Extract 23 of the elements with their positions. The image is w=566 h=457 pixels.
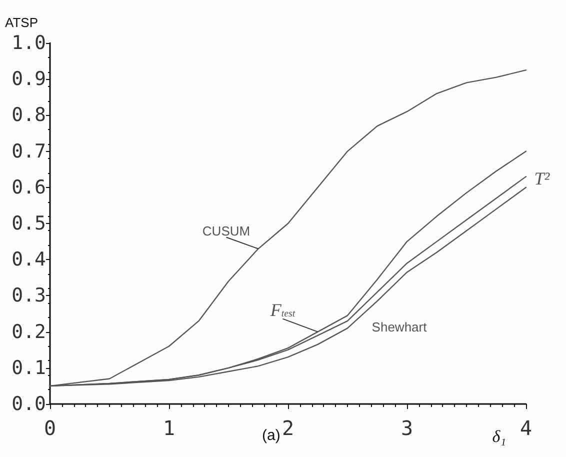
x-tick-label: 2 [282, 416, 294, 440]
y-tick-label: 0.3 [12, 284, 46, 307]
y-tick-label: 0.0 [12, 393, 46, 415]
y-tick-label: 0.6 [12, 176, 46, 198]
y-axis-title: ATSP [5, 15, 38, 30]
series-label: Shewhart [372, 320, 428, 335]
y-tick-label: 0.2 [12, 320, 46, 343]
x-tick-label: 0 [44, 416, 56, 440]
y-tick-label: 0.1 [12, 356, 46, 379]
y-tick-label: 1.0 [12, 32, 46, 54]
series-label: Ftest [269, 300, 296, 320]
y-tick-label: 0.7 [12, 140, 46, 162]
y-tick-label: 0.8 [12, 104, 46, 126]
y-tick-label: 0.4 [12, 248, 46, 271]
x-tick-label: 4 [520, 416, 532, 440]
x-axis-title: δ₁ [492, 427, 506, 446]
text: (a) [262, 427, 280, 444]
y-tick-label: 0.9 [12, 68, 46, 90]
x-tick-label: 1 [162, 416, 176, 440]
series-label: T² [534, 168, 550, 189]
y-tick-label: 0.5 [12, 212, 46, 234]
series-label: CUSUM [202, 223, 250, 238]
x-tick-label: 3 [400, 416, 414, 440]
